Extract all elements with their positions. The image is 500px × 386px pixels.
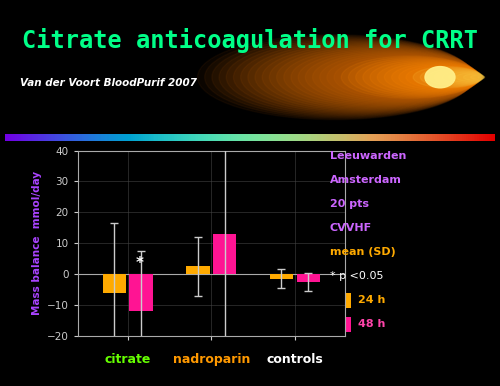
Bar (328, 317, 351, 332)
Ellipse shape (262, 44, 476, 110)
Ellipse shape (312, 52, 478, 103)
Text: Van der Voort BloodPurif 2007: Van der Voort BloodPurif 2007 (20, 78, 197, 88)
Ellipse shape (442, 71, 483, 84)
Ellipse shape (356, 58, 480, 96)
Bar (102, 274, 126, 293)
Text: Leeuwarden: Leeuwarden (330, 151, 406, 161)
Ellipse shape (478, 76, 484, 78)
Ellipse shape (470, 75, 484, 79)
Ellipse shape (298, 49, 477, 105)
Ellipse shape (449, 72, 484, 83)
Bar (296, 274, 320, 282)
Ellipse shape (399, 64, 481, 90)
Text: *: * (136, 256, 143, 271)
Ellipse shape (384, 62, 480, 92)
Bar (186, 266, 210, 274)
Bar (130, 274, 152, 311)
Text: 20 pts: 20 pts (330, 199, 369, 209)
Y-axis label: Mass balance  mmol/day: Mass balance mmol/day (32, 171, 42, 315)
Ellipse shape (392, 63, 481, 91)
Ellipse shape (434, 70, 483, 85)
Ellipse shape (425, 66, 455, 88)
Ellipse shape (334, 55, 478, 100)
Text: citrate: citrate (104, 353, 151, 366)
Ellipse shape (255, 43, 475, 111)
Ellipse shape (291, 49, 476, 106)
Ellipse shape (406, 66, 481, 89)
Ellipse shape (413, 66, 482, 88)
Ellipse shape (327, 54, 478, 100)
Bar (328, 293, 351, 308)
Ellipse shape (420, 68, 482, 87)
Ellipse shape (464, 74, 484, 80)
Ellipse shape (456, 73, 484, 81)
Text: controls: controls (266, 353, 323, 366)
Ellipse shape (341, 56, 479, 98)
Ellipse shape (219, 38, 473, 117)
Text: mean (SD): mean (SD) (330, 247, 396, 257)
Ellipse shape (276, 46, 476, 108)
Ellipse shape (212, 37, 473, 117)
Ellipse shape (428, 69, 482, 86)
Ellipse shape (248, 42, 474, 112)
Ellipse shape (306, 51, 477, 104)
Ellipse shape (377, 61, 480, 93)
Ellipse shape (204, 36, 473, 119)
Ellipse shape (234, 40, 474, 114)
Text: Citrate anticoagulation for CRRT: Citrate anticoagulation for CRRT (22, 28, 478, 53)
Ellipse shape (320, 53, 478, 102)
Ellipse shape (348, 57, 479, 97)
Ellipse shape (240, 41, 474, 113)
Ellipse shape (198, 35, 472, 120)
Ellipse shape (226, 39, 474, 115)
Ellipse shape (284, 47, 476, 107)
Text: 48 h: 48 h (358, 319, 385, 329)
Text: * p <0.05: * p <0.05 (330, 271, 384, 281)
Ellipse shape (363, 59, 480, 95)
Text: CVVHF: CVVHF (330, 223, 372, 233)
Bar (213, 234, 236, 274)
Text: Amsterdam: Amsterdam (330, 175, 402, 185)
Ellipse shape (270, 45, 476, 109)
Bar (270, 274, 293, 279)
Text: nadroparin: nadroparin (172, 353, 250, 366)
Text: 24 h: 24 h (358, 295, 385, 305)
Ellipse shape (370, 60, 480, 94)
